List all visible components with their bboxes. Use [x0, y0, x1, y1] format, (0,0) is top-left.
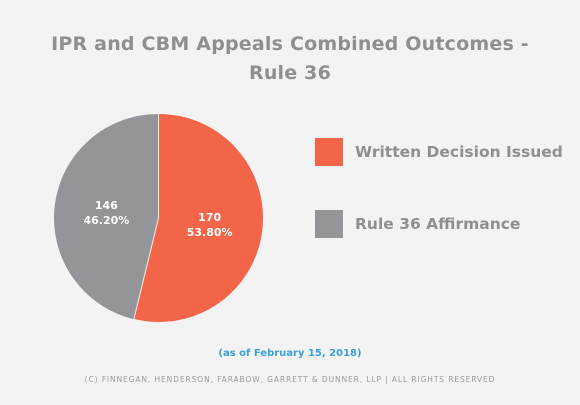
legend-item-written-decision: Written Decision Issued: [315, 137, 563, 167]
chart-title-line-1: IPR and CBM Appeals Combined Outcomes -: [51, 33, 529, 55]
copyright-notice: (C) FINNEGAN, HENDERSON, FARABOW, GARRET…: [84, 375, 496, 384]
as-of-date: (as of February 15, 2018): [218, 348, 362, 359]
legend-label-written-decision: Written Decision Issued: [355, 143, 563, 161]
data-label-value-rule-36: 146: [95, 199, 118, 212]
legend-swatch-written-decision: [315, 138, 343, 166]
data-label-percent-written-decision: 53.80%: [187, 226, 233, 239]
data-label-value-written-decision: 170: [198, 211, 221, 224]
pie-slice-written-decision: [134, 114, 263, 322]
chart-title-line-2: Rule 36: [248, 62, 331, 84]
legend: Written Decision Issued Rule 36 Affirman…: [315, 137, 563, 281]
legend-label-rule-36: Rule 36 Affirmance: [355, 215, 521, 233]
chart-title: IPR and CBM Appeals Combined Outcomes - …: [0, 30, 580, 88]
legend-swatch-rule-36: [315, 210, 343, 238]
legend-item-rule-36: Rule 36 Affirmance: [315, 209, 563, 239]
pie-slice-rule-36: [53, 114, 158, 320]
data-label-percent-rule-36: 46.20%: [83, 214, 129, 227]
